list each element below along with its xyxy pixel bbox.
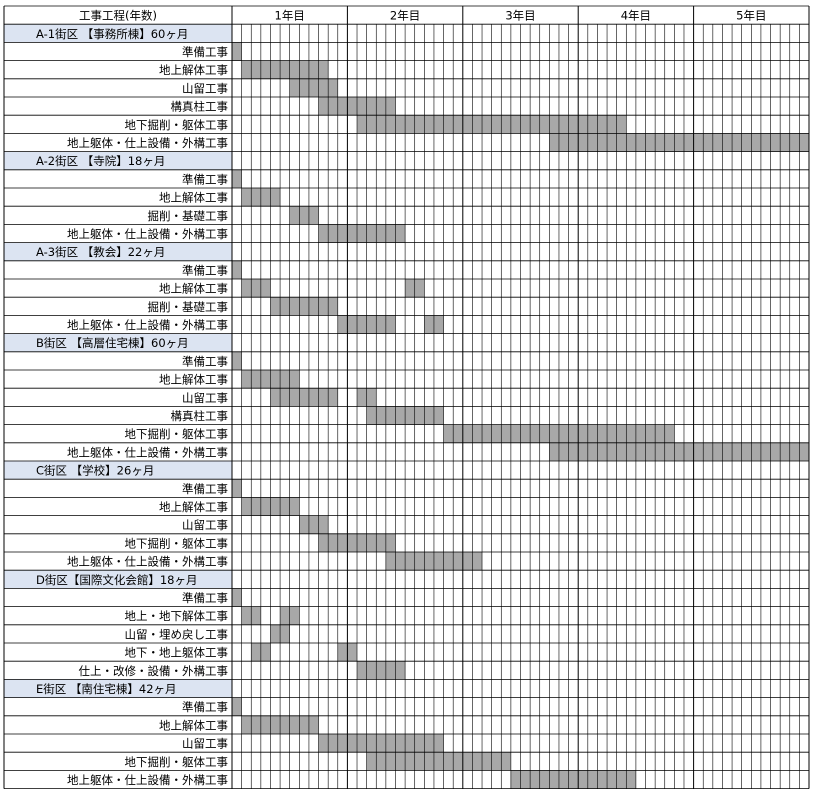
task-label: 山留工事 [182,391,228,405]
task-label: 地下掘削・躯体工事 [125,755,229,769]
task-label: 地上躯体・仕上設備・外構工事 [67,136,228,150]
gantt-bar [270,388,338,407]
gantt-bar [366,752,511,771]
section-title: C街区 【学校】26ヶ月 [36,464,154,478]
gantt-bar [241,279,271,298]
gantt-bar [232,351,242,370]
gantt-bar [232,169,242,188]
section-label-background [4,333,232,352]
task-label: 準備工事 [182,45,228,59]
section-label-background [4,570,232,589]
section-title: A-2街区 【寺院】18ヶ月 [36,154,165,168]
task-label: 山留工事 [182,81,228,95]
task-label: 地上躯体・仕上設備・外構工事 [67,555,228,569]
gantt-bar [299,515,329,534]
gantt-bar [232,260,242,279]
year-label: 2年目 [390,9,420,23]
year-label: 5年目 [736,9,766,23]
task-label: 地下掘削・躯体工事 [125,536,229,550]
task-label: 掘削・基礎工事 [148,209,229,223]
task-label: 構真柱工事 [171,409,229,423]
task-label: 地上解体工事 [159,373,228,387]
task-label: 山留工事 [182,737,228,751]
section-title: E街区 【南住宅棟】42ヶ月 [36,682,177,696]
task-label: 地下掘削・躯体工事 [125,118,229,132]
task-label: 地上躯体・仕上設備・外構工事 [67,318,228,332]
task-label: 地下・地上躯体工事 [125,646,229,660]
section-label-background [4,151,232,170]
year-label: 3年目 [505,9,535,23]
task-label: 地上解体工事 [159,718,228,732]
section-label-background [4,461,232,480]
section-title: B街区 【高層住宅棟】60ヶ月 [36,336,189,350]
task-label: 地上躯体・仕上設備・外構工事 [67,773,228,787]
gantt-bar [270,297,338,316]
gantt-bar [357,661,406,680]
task-label: 構真柱工事 [171,100,229,114]
task-label: 地上躯体・仕上設備・外構工事 [67,445,228,459]
gantt-bar [232,697,242,716]
task-label: 地上躯体・仕上設備・外構工事 [67,227,228,241]
gantt-bar [549,133,809,152]
task-label: 準備工事 [182,263,228,277]
task-label: 準備工事 [182,591,228,605]
gantt-bar [241,60,329,79]
gantt-bar [232,42,242,61]
task-label: 地上・地下解体工事 [125,609,229,623]
gantt-bar [318,224,406,243]
task-label: 準備工事 [182,700,228,714]
section-label-background [4,679,232,698]
task-label: 仕上・改修・設備・外構工事 [79,664,229,678]
gantt-bar [510,770,636,789]
header-label: 工事工程(年数) [79,9,157,23]
gantt-bar [232,588,242,607]
task-label: 準備工事 [182,354,228,368]
task-label: 山留・埋め戻し工事 [125,627,229,641]
section-label-background [4,242,232,261]
gantt-bar [232,479,242,498]
task-label: 山留工事 [182,518,228,532]
gantt-bar [289,78,338,97]
year-label: 1年目 [275,9,305,23]
section-label-background [4,24,232,43]
task-label: 準備工事 [182,172,228,186]
section-title: D街区【国際文化会館】18ヶ月 [36,573,198,587]
gantt-bar [289,206,319,225]
year-label: 4年目 [621,9,651,23]
section-title: A-3街区 【教会】22ヶ月 [36,245,165,259]
gantt-bar [318,734,444,753]
task-label: 地上解体工事 [159,63,228,77]
task-label: 地上解体工事 [159,191,228,205]
section-title: A-1街区 【事務所棟】60ヶ月 [36,27,188,41]
task-label: 地上解体工事 [159,500,228,514]
task-label: 掘削・基礎工事 [148,300,229,314]
task-label: 地上解体工事 [159,282,228,296]
gantt-bar [549,442,809,461]
task-label: 地下掘削・躯体工事 [125,427,229,441]
task-label: 準備工事 [182,482,228,496]
